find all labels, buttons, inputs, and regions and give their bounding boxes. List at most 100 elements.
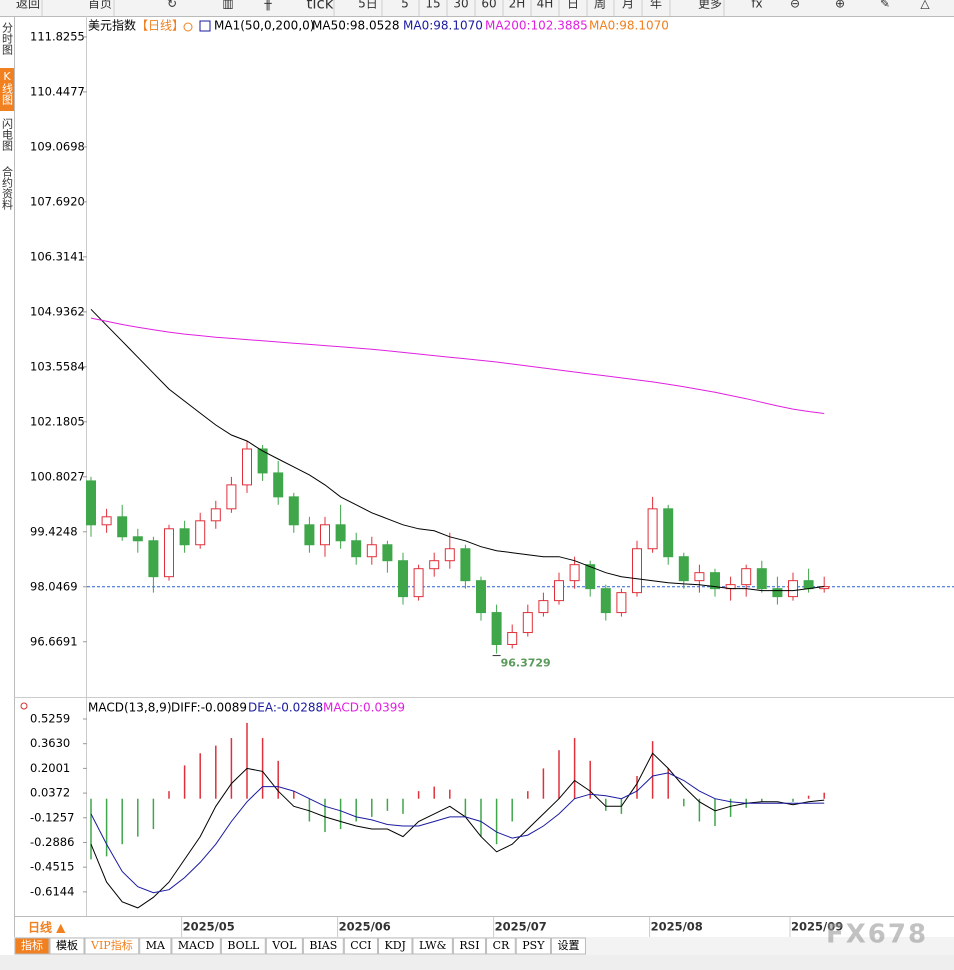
side-tab[interactable]: K线图 [1, 70, 14, 106]
period-button[interactable]: 日线 ▲ [28, 920, 66, 935]
line-ma200 [90, 317, 825, 414]
indicator-tab-bg [14, 937, 50, 955]
toolbar-button[interactable]: 首页 [88, 0, 112, 11]
chart-title: 美元指数 [88, 18, 136, 33]
toolbar-button[interactable]: 月 [622, 0, 634, 11]
toolbar-icon[interactable]: fx [751, 0, 762, 11]
toolbar-button[interactable]: 返回 [16, 0, 40, 11]
settings-icon[interactable] [20, 702, 28, 710]
toolbar-button[interactable]: 30 [453, 0, 468, 11]
watermark: FX678 [826, 920, 928, 950]
icon [20, 702, 28, 710]
period-button-bg[interactable] [15, 918, 86, 936]
icon: ↻ [167, 0, 177, 11]
indicator-tab-bg [515, 937, 551, 955]
indicator-tab[interactable]: PSY [522, 939, 545, 952]
toolbar-icon[interactable]: ⊖ [790, 0, 800, 11]
candle-body [710, 572, 720, 590]
indicator-tab[interactable]: CR [493, 939, 510, 952]
indicator-tab[interactable]: LW& [419, 939, 447, 952]
y-tick-label: 0.3630 [30, 736, 70, 750]
indicator-tab-bg [486, 937, 516, 955]
candle-body [569, 564, 580, 582]
indicator-tab[interactable]: 指标 [21, 938, 43, 952]
toolbar-icon[interactable]: ▥ [222, 0, 233, 11]
indicator-tab[interactable]: 模板 [56, 938, 78, 952]
candle-body [632, 548, 642, 594]
indicator-tab[interactable]: CCI [350, 939, 371, 952]
period-label: 【日线】 [136, 19, 184, 33]
candle-body [600, 588, 611, 614]
icon: fx [751, 0, 762, 11]
indicator-tab-bg [265, 937, 303, 955]
indicator-name: MA1(50,0,200,0) [214, 19, 314, 33]
candle-body [491, 612, 502, 646]
toolbar-icon[interactable]: ↻ [167, 0, 177, 11]
y-tick-label: 0.0372 [30, 786, 70, 800]
indicator-tab[interactable]: 设置 [557, 939, 579, 952]
indicator-tab-bg [452, 937, 487, 955]
y-tick-label: 107.6920 [30, 194, 85, 208]
toolbar-icon[interactable]: △ [920, 0, 930, 11]
toolbar-icon[interactable]: ╫ [263, 0, 272, 11]
candle-body [226, 484, 237, 510]
side-tab[interactable]: 合约资料 [1, 165, 14, 211]
y-tick-label: 100.8027 [30, 469, 85, 483]
toolbar-button[interactable]: 15 [425, 0, 440, 11]
y-tick-label: 103.5584 [30, 359, 85, 373]
toolbar-button[interactable]: 周 [594, 0, 606, 11]
indicator-tab[interactable]: KDJ [384, 939, 405, 952]
indicator-tab[interactable]: VOL [271, 939, 297, 952]
toolbar-icon[interactable]: ⊕ [835, 0, 845, 11]
indicator-tab[interactable]: BIAS [309, 939, 337, 952]
toolbar-button[interactable]: 2H [509, 0, 526, 11]
x-tick-label: 2025/05 [183, 920, 235, 934]
toolbar-button[interactable]: 4H [537, 0, 554, 11]
period-icon[interactable] [183, 22, 193, 32]
toolbar-button[interactable]: 5日 [358, 0, 378, 11]
candle-body [195, 520, 206, 546]
candle-body [257, 448, 268, 474]
y-tick-label: 106.3141 [30, 249, 85, 263]
indicator-tab[interactable]: MACD [178, 939, 215, 952]
candle-body [538, 600, 549, 614]
icon: ⊖ [790, 0, 800, 11]
indicator-tab-bg [412, 937, 453, 955]
candle-body [304, 524, 315, 546]
candle-body [179, 528, 190, 546]
candle-body [444, 548, 455, 562]
candle-body [351, 540, 362, 558]
indicator-tab[interactable]: MA [146, 939, 166, 952]
legend-item: MA50:98.0528 [312, 19, 400, 33]
y-tick-label: 0.5259 [30, 711, 70, 725]
candle-body [382, 544, 393, 562]
toolbar-button[interactable]: tick [307, 0, 334, 13]
toolbar-button[interactable]: 5 [401, 0, 409, 11]
toolbar-button[interactable]: 60 [481, 0, 496, 11]
toolbar-button[interactable]: 日 [567, 0, 579, 11]
indicator-icon[interactable] [199, 20, 211, 32]
side-tab-active [0, 68, 14, 111]
icon: ╫ [263, 0, 272, 11]
indicator-tab[interactable]: VIP指标 [90, 938, 133, 952]
candle-body [772, 588, 783, 598]
legend-item: DIFF:-0.0089 [171, 701, 247, 715]
x-tick-label: 2025/06 [339, 920, 391, 934]
y-tick-label: 99.4248 [30, 524, 78, 538]
toolbar-button[interactable]: 更多 [698, 0, 722, 11]
toolbar-icon[interactable]: ✎ [880, 0, 890, 11]
candle-body [398, 560, 408, 598]
y-tick-label: 96.6691 [30, 634, 78, 648]
icon: ✎ [880, 0, 890, 11]
y-tick-label: 98.0469 [30, 579, 78, 593]
side-tab[interactable]: 闪电图 [1, 117, 14, 152]
y-tick-label: -0.1257 [30, 810, 74, 824]
y-tick-label: -0.2886 [30, 835, 74, 849]
indicator-tab[interactable]: RSI [459, 939, 479, 952]
icon: △ [920, 0, 930, 11]
toolbar-button[interactable]: 年 [650, 0, 662, 11]
candle-body [164, 528, 174, 578]
side-tab[interactable]: 分时图 [1, 22, 14, 56]
indicator-tab[interactable]: BOLL [227, 939, 260, 952]
y-tick-label: 111.8255 [30, 29, 85, 43]
